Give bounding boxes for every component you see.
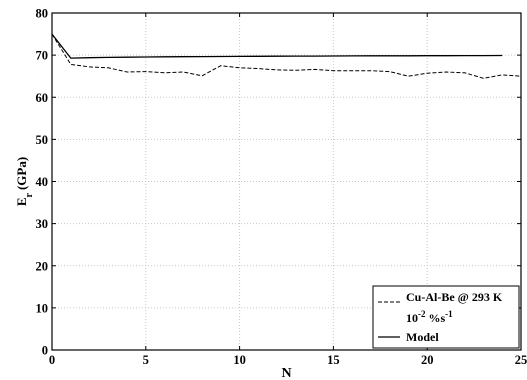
- legend: Cu-Al-Be @ 293 K 10-2 %s-1 Model: [372, 285, 520, 349]
- legend-label-model: Model: [406, 330, 439, 344]
- series-line-experiment: [51, 33, 522, 79]
- y-tick-label: 40: [36, 175, 49, 189]
- y-tick-label: 20: [36, 259, 49, 273]
- axes: [51, 12, 522, 351]
- legend-box: [372, 285, 520, 349]
- y-tick-label: 50: [36, 133, 49, 147]
- tick-labels: 0 5 10 15 20 25 0 10 20 30 40 50 60 70 80 N Er(GPa): [14, 7, 527, 380]
- x-tick-label: 25: [515, 353, 527, 367]
- x-tick-label: 20: [421, 353, 434, 367]
- y-tick-label: 70: [36, 49, 49, 63]
- y-tick-label: 80: [36, 7, 49, 21]
- y-tick-label: 30: [36, 217, 49, 231]
- x-tick-label: 0: [49, 353, 55, 367]
- x-tick-label: 15: [327, 353, 340, 367]
- legend-label-rate: 10-2 %s-1: [406, 309, 453, 325]
- legend-label-experiment: Cu-Al-Be @ 293 K: [406, 290, 503, 304]
- y-tick-label: 60: [36, 91, 49, 105]
- x-tick-label: 5: [143, 353, 149, 367]
- data-series: [51, 33, 522, 79]
- y-axis-label: Er(GPa): [14, 157, 35, 206]
- x-axis-label: N: [281, 366, 291, 380]
- y-tick-label: 10: [36, 301, 49, 315]
- series-line-model: [51, 33, 503, 59]
- y-tick-label: 0: [42, 344, 48, 358]
- x-tick-label: 10: [233, 353, 246, 367]
